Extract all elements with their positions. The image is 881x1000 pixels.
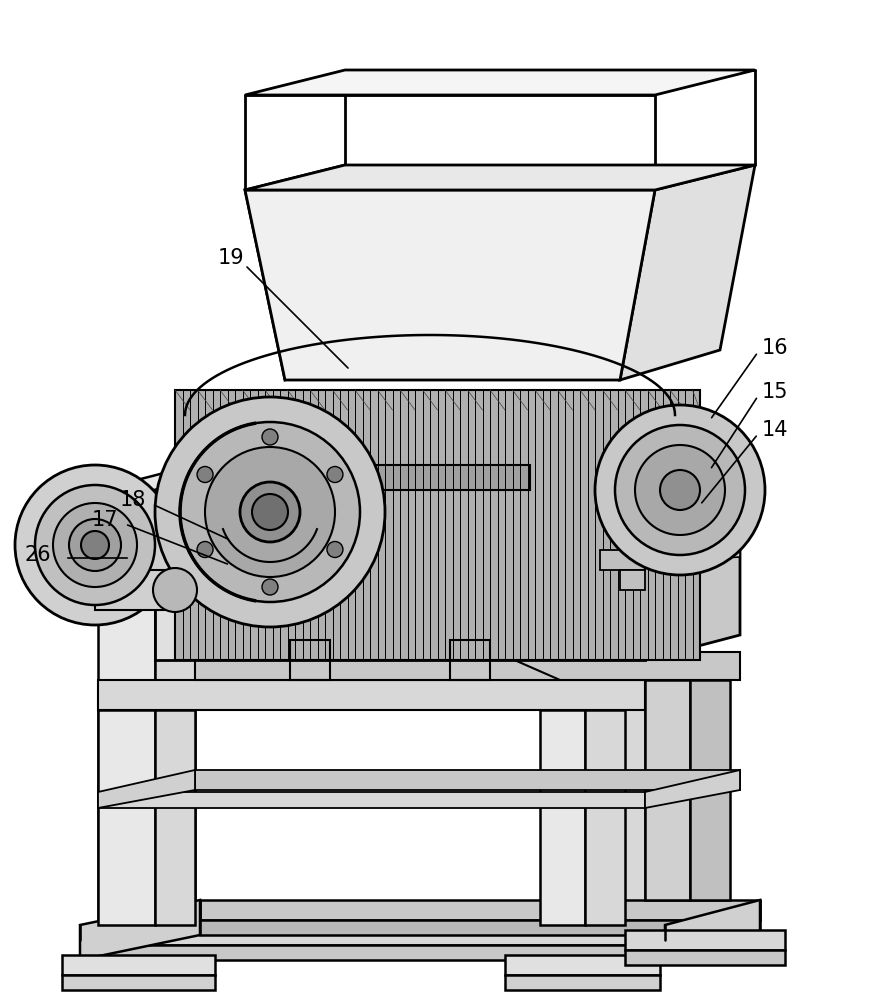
Text: 16: 16 [762,338,788,358]
Circle shape [155,397,385,627]
Polygon shape [155,490,645,660]
Polygon shape [98,770,195,808]
Polygon shape [62,955,215,975]
Polygon shape [505,975,660,990]
Text: 19: 19 [218,248,245,268]
Polygon shape [80,925,665,945]
Text: 18: 18 [120,490,146,510]
Circle shape [635,445,725,535]
Polygon shape [98,792,645,808]
Circle shape [327,466,343,483]
Circle shape [153,568,197,612]
Polygon shape [155,465,740,490]
Polygon shape [200,920,760,935]
Polygon shape [195,465,530,490]
Polygon shape [195,465,740,490]
Polygon shape [645,680,690,900]
Circle shape [205,447,335,577]
Polygon shape [505,955,660,975]
Polygon shape [98,710,155,925]
Polygon shape [155,710,195,925]
Polygon shape [245,190,655,380]
Polygon shape [290,325,720,350]
Polygon shape [80,945,665,960]
Polygon shape [645,485,740,502]
Circle shape [69,519,121,571]
Polygon shape [195,652,740,680]
Polygon shape [80,900,200,960]
Polygon shape [98,520,155,940]
Polygon shape [200,900,760,920]
Circle shape [81,531,109,559]
Polygon shape [585,710,625,925]
Polygon shape [600,550,645,570]
Polygon shape [540,710,585,925]
Polygon shape [195,770,740,790]
Circle shape [197,542,213,558]
Polygon shape [645,515,740,532]
Polygon shape [98,680,645,710]
Circle shape [180,422,360,602]
Polygon shape [665,900,760,960]
Polygon shape [620,570,645,590]
Text: 14: 14 [762,420,788,440]
Polygon shape [245,165,390,380]
Text: 26: 26 [25,545,52,565]
Circle shape [35,485,155,605]
Circle shape [262,429,278,445]
Polygon shape [690,680,730,900]
Polygon shape [645,545,740,562]
Polygon shape [645,770,740,808]
Circle shape [615,425,745,555]
Polygon shape [620,165,755,380]
Polygon shape [98,490,645,520]
Circle shape [53,503,137,587]
Polygon shape [95,570,175,610]
Polygon shape [62,975,215,990]
Polygon shape [245,165,755,190]
Circle shape [197,466,213,483]
Circle shape [262,579,278,595]
Polygon shape [625,930,785,950]
Polygon shape [155,520,195,940]
Circle shape [252,494,288,530]
Circle shape [660,470,700,510]
Polygon shape [645,465,740,660]
Polygon shape [98,465,740,490]
Circle shape [595,405,765,575]
Text: 17: 17 [92,510,119,530]
Polygon shape [245,70,755,95]
Polygon shape [290,350,620,380]
Polygon shape [560,485,605,910]
Circle shape [15,465,175,625]
Polygon shape [175,390,700,660]
Polygon shape [645,500,740,517]
Polygon shape [625,950,785,965]
Circle shape [327,542,343,558]
Text: 15: 15 [762,382,788,402]
Polygon shape [645,530,740,547]
Circle shape [240,482,300,542]
Polygon shape [605,485,645,910]
